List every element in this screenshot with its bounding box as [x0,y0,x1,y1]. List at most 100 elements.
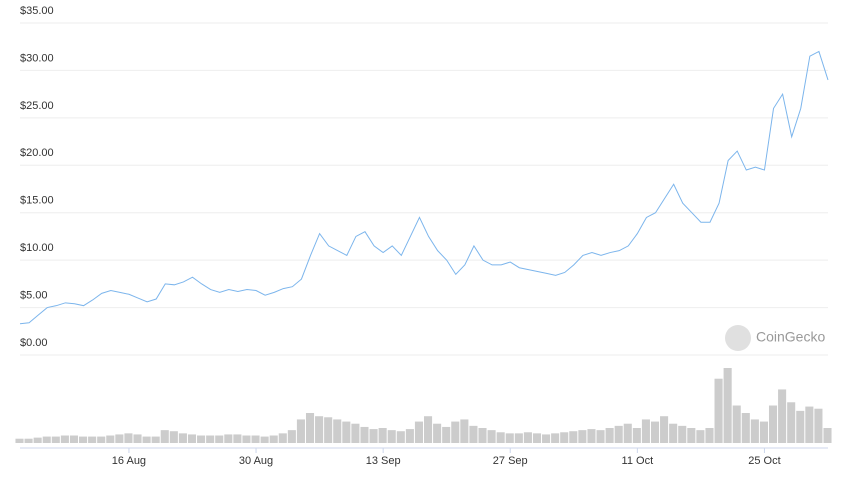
volume-bar [433,423,442,443]
volume-bar [469,425,478,443]
volume-bar [732,405,741,443]
x-tick-label: 30 Aug [239,455,273,467]
volume-bar [178,433,187,443]
volume-bar [315,416,324,443]
volume-bar [551,433,560,443]
volume-bar [15,438,24,443]
x-tick-label: 13 Sep [366,455,401,467]
watermark-text: CoinGecko [756,329,825,345]
volume-bar [523,432,532,443]
volume-bar [532,433,542,443]
volume-bar [260,436,269,443]
volume-bar [124,433,133,443]
volume-bar [741,413,750,443]
volume-bar [88,436,97,443]
volume-bar [768,405,778,443]
x-tick-label: 27 Sep [493,455,528,467]
volume-bar [396,431,405,443]
volume-bar [242,435,251,443]
volume-bar [60,435,69,443]
volume-bar [215,435,224,443]
volume-bar [151,436,160,443]
watermark-icon [725,325,751,351]
volume-bar [759,421,768,443]
volume-bar [460,419,469,443]
y-tick-label: $30.00 [20,52,54,64]
volume-bar [478,428,487,443]
volume-bar [224,434,233,443]
volume-bar [69,435,79,443]
volume-bar [714,378,723,443]
volume-bar [750,419,759,443]
volume-bar [360,426,369,443]
y-tick-label: $10.00 [20,242,54,254]
volume-bar [569,431,578,443]
volume-bar [587,429,596,443]
volume-bar [51,436,60,443]
volume-bar [451,421,460,443]
volume-bar [796,410,805,443]
volume-bar [24,438,33,443]
volume-bar [233,434,242,443]
watermark: CoinGecko [725,325,825,351]
volume-bar [578,430,587,443]
volume-bar [696,430,705,443]
volume-bar [623,423,632,443]
volume-bar [805,406,814,443]
x-tick-label: 25 Oct [748,455,780,467]
volume-bar [342,421,351,443]
volume-bar [324,417,333,443]
price-line [19,50,829,325]
volume-bar [496,432,505,443]
y-tick-label: $15.00 [20,195,54,207]
volume-bar [79,436,88,443]
volume-bar [387,430,396,443]
y-tick-label: $5.00 [20,289,48,301]
volume-bar [596,430,605,443]
volume-bar [778,389,787,443]
volume-bar [660,416,669,443]
volume-bar [632,428,641,443]
y-tick-label: $0.00 [20,337,48,349]
volume-bar [287,430,296,443]
volume-bar [369,429,378,443]
volume-bar [97,436,106,443]
volume-bar [442,426,451,443]
volume-bar [333,419,342,443]
volume-bar [206,435,215,443]
volume-bar [505,433,514,443]
volume-bar [133,434,142,443]
volume-bar [42,436,51,443]
volume-bar [115,434,124,443]
volume-bar [705,428,714,443]
volume-bar [305,413,315,443]
y-tick-label: $20.00 [20,147,54,159]
y-tick-label: $25.00 [20,100,54,112]
volume-bar [814,408,823,443]
volume-bar [142,436,151,443]
x-tick-label: 16 Aug [112,455,146,467]
volume-bar [560,432,569,443]
volume-bar [251,435,260,443]
volume-bar [187,434,197,443]
volume-bar [424,416,433,443]
volume-bar [687,428,696,443]
volume-bar [669,423,678,443]
volume-bar [414,421,423,443]
volume-bar [33,437,42,443]
y-tick-label: $35.00 [20,5,54,17]
volume-bar [405,429,414,443]
volume-bar [514,433,523,443]
volume-bar [169,431,178,443]
volume-bar [823,428,832,443]
volume-bar [296,419,305,443]
volume-bar [641,419,650,443]
volume-bar [351,423,360,443]
volume-bar [605,428,614,443]
volume-bar [614,425,623,443]
volume-bar [378,428,387,443]
volume-bar [678,425,687,443]
volume-bar [723,368,732,443]
volume-bar [787,402,796,443]
